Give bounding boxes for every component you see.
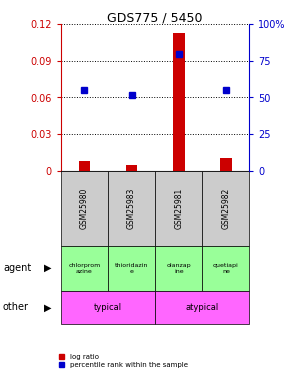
Text: typical: typical bbox=[94, 303, 122, 312]
Text: GSM25980: GSM25980 bbox=[80, 188, 89, 229]
Text: quetiapi
ne: quetiapi ne bbox=[213, 263, 239, 273]
FancyBboxPatch shape bbox=[155, 171, 202, 246]
Text: olanzap
ine: olanzap ine bbox=[166, 263, 191, 273]
Text: ▶: ▶ bbox=[44, 303, 52, 312]
FancyBboxPatch shape bbox=[108, 246, 155, 291]
FancyBboxPatch shape bbox=[61, 246, 108, 291]
Bar bbox=[126, 165, 137, 171]
Text: agent: agent bbox=[3, 263, 31, 273]
Text: thioridazin
e: thioridazin e bbox=[115, 263, 148, 273]
Text: other: other bbox=[3, 303, 29, 312]
Text: atypical: atypical bbox=[186, 303, 219, 312]
FancyBboxPatch shape bbox=[61, 291, 155, 324]
FancyBboxPatch shape bbox=[155, 291, 249, 324]
Bar bbox=[173, 33, 185, 171]
Text: GDS775 / 5450: GDS775 / 5450 bbox=[107, 11, 203, 24]
Text: ▶: ▶ bbox=[44, 263, 52, 273]
FancyBboxPatch shape bbox=[108, 171, 155, 246]
FancyBboxPatch shape bbox=[61, 171, 108, 246]
Bar bbox=[220, 158, 232, 171]
FancyBboxPatch shape bbox=[155, 246, 202, 291]
Text: chlorprom
azine: chlorprom azine bbox=[68, 263, 101, 273]
Text: GSM25982: GSM25982 bbox=[221, 188, 230, 229]
Bar bbox=[79, 161, 90, 171]
Legend: log ratio, percentile rank within the sample: log ratio, percentile rank within the sa… bbox=[59, 354, 188, 368]
FancyBboxPatch shape bbox=[202, 246, 249, 291]
Text: GSM25981: GSM25981 bbox=[174, 188, 183, 229]
FancyBboxPatch shape bbox=[202, 171, 249, 246]
Text: GSM25983: GSM25983 bbox=[127, 188, 136, 229]
